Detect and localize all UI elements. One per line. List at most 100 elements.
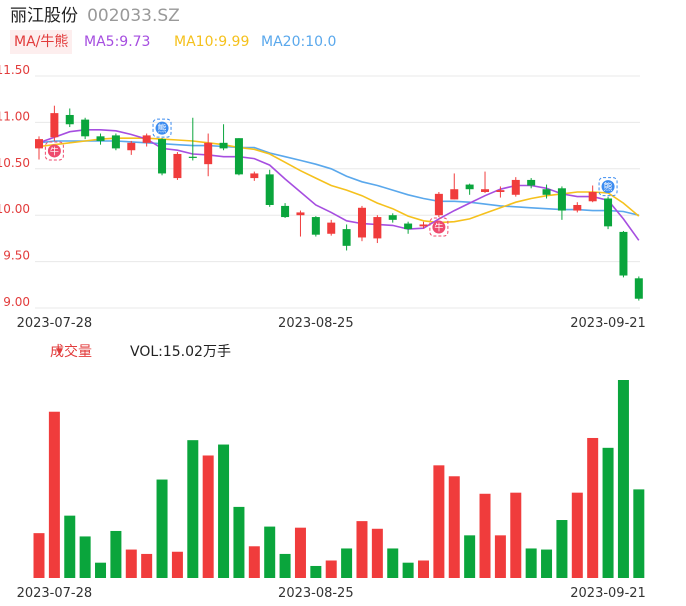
volume-x-tick-label: 2023-08-25 [278,586,354,601]
candle [204,133,213,177]
candle-body [127,142,136,151]
volume-bar [433,465,445,578]
volume-bar [402,562,414,578]
volume-bar [294,527,306,578]
candle-body [250,173,259,179]
volume-bar [341,548,353,578]
candle [604,196,613,230]
volume-bar [79,536,91,578]
candle-body [111,135,120,149]
candle [542,184,551,199]
candle-body [465,184,474,190]
volume-bar [279,553,291,578]
candle [450,173,459,200]
candle [481,171,490,193]
volume-bar [110,530,122,578]
candle [50,105,59,141]
marker-label: 熊 [158,123,167,135]
volume-bar [356,521,368,578]
candle [65,108,74,128]
candle [434,192,443,218]
volume-bar [541,549,553,578]
candle [81,117,90,140]
volume-bar [202,455,214,578]
volume-bar [233,506,245,578]
candle-body [173,153,182,179]
marker-dot [432,220,446,234]
stock-name: 丽江股份 [10,6,78,26]
candle [419,221,428,229]
marker-label: 牛 [434,222,443,234]
moving-average-lines [38,129,640,241]
volume-bar [33,533,45,578]
bull-marker: 牛 [429,217,449,237]
candle-body [481,189,490,192]
candle [588,185,597,203]
bear-marker: 熊 [598,177,618,197]
ma5-line [38,129,640,241]
candle-body [65,114,74,125]
volume-bar [448,476,460,578]
price-y-tick-label: 11.00 [0,109,30,123]
price-x-axis: 2023-07-28 2023-08-25 2023-09-21 [17,316,646,331]
ma-indicator-toggle[interactable]: MA/牛熊 [10,30,73,54]
marker-frame [598,177,618,197]
candle [573,202,582,213]
candle-body [388,215,397,220]
price-y-axis: 11.50 11.00 10.50 10.00 9.50 9.00 [0,63,30,309]
price-y-tick-label: 10.50 [0,156,30,170]
candle-body [142,135,151,143]
bull-marker: 牛 [44,141,64,161]
candle [265,169,274,207]
candle-body [357,207,366,238]
candle [250,171,259,181]
price-x-tick-label: 2023-08-25 [278,316,354,331]
candle [465,183,474,195]
candle-body [265,174,274,205]
volume-bar [556,520,568,578]
marker-dot [601,180,615,194]
candle [173,152,182,180]
volume-bar [264,526,276,578]
volume-bar [418,560,429,578]
volume-bar [248,546,260,578]
candle-body [604,198,613,227]
candle-body [281,205,290,218]
candle [35,136,43,160]
volume-bar [125,549,137,578]
candle-body [450,189,459,200]
volume-bar [310,565,322,578]
candle-body [35,139,43,149]
candle [234,138,243,176]
stock-code: 002033.SZ [87,6,180,26]
candle-body [434,193,443,216]
volume-bar [387,548,399,578]
candle-body [419,224,428,227]
candle-body [511,179,520,195]
volume-x-tick-label: 2023-07-28 [17,586,93,601]
candle-body [81,119,90,137]
candle-body [588,192,597,202]
volume-bar [187,440,199,578]
volume-bar [479,493,491,578]
candle-body [404,223,413,230]
volume-value: VOL:15.02万手 [130,344,231,360]
volume-bar [141,553,153,578]
volume-x-tick-label: 2023-09-21 [570,586,646,601]
candle-body [634,278,643,299]
price-y-tick-label: 9.00 [3,295,30,309]
candle [281,203,290,218]
candle-body [188,156,197,158]
candle [511,177,520,197]
candle [311,216,320,237]
volume-bar [571,492,583,578]
volume-bar [525,548,537,578]
ma5-label: MA5:9.73 [84,34,151,50]
candle-body [50,113,59,138]
candle-body [527,179,536,186]
volume-bar [464,535,476,578]
candle [96,133,105,145]
volume-bar [587,437,599,578]
bear-marker: 熊 [152,118,172,138]
